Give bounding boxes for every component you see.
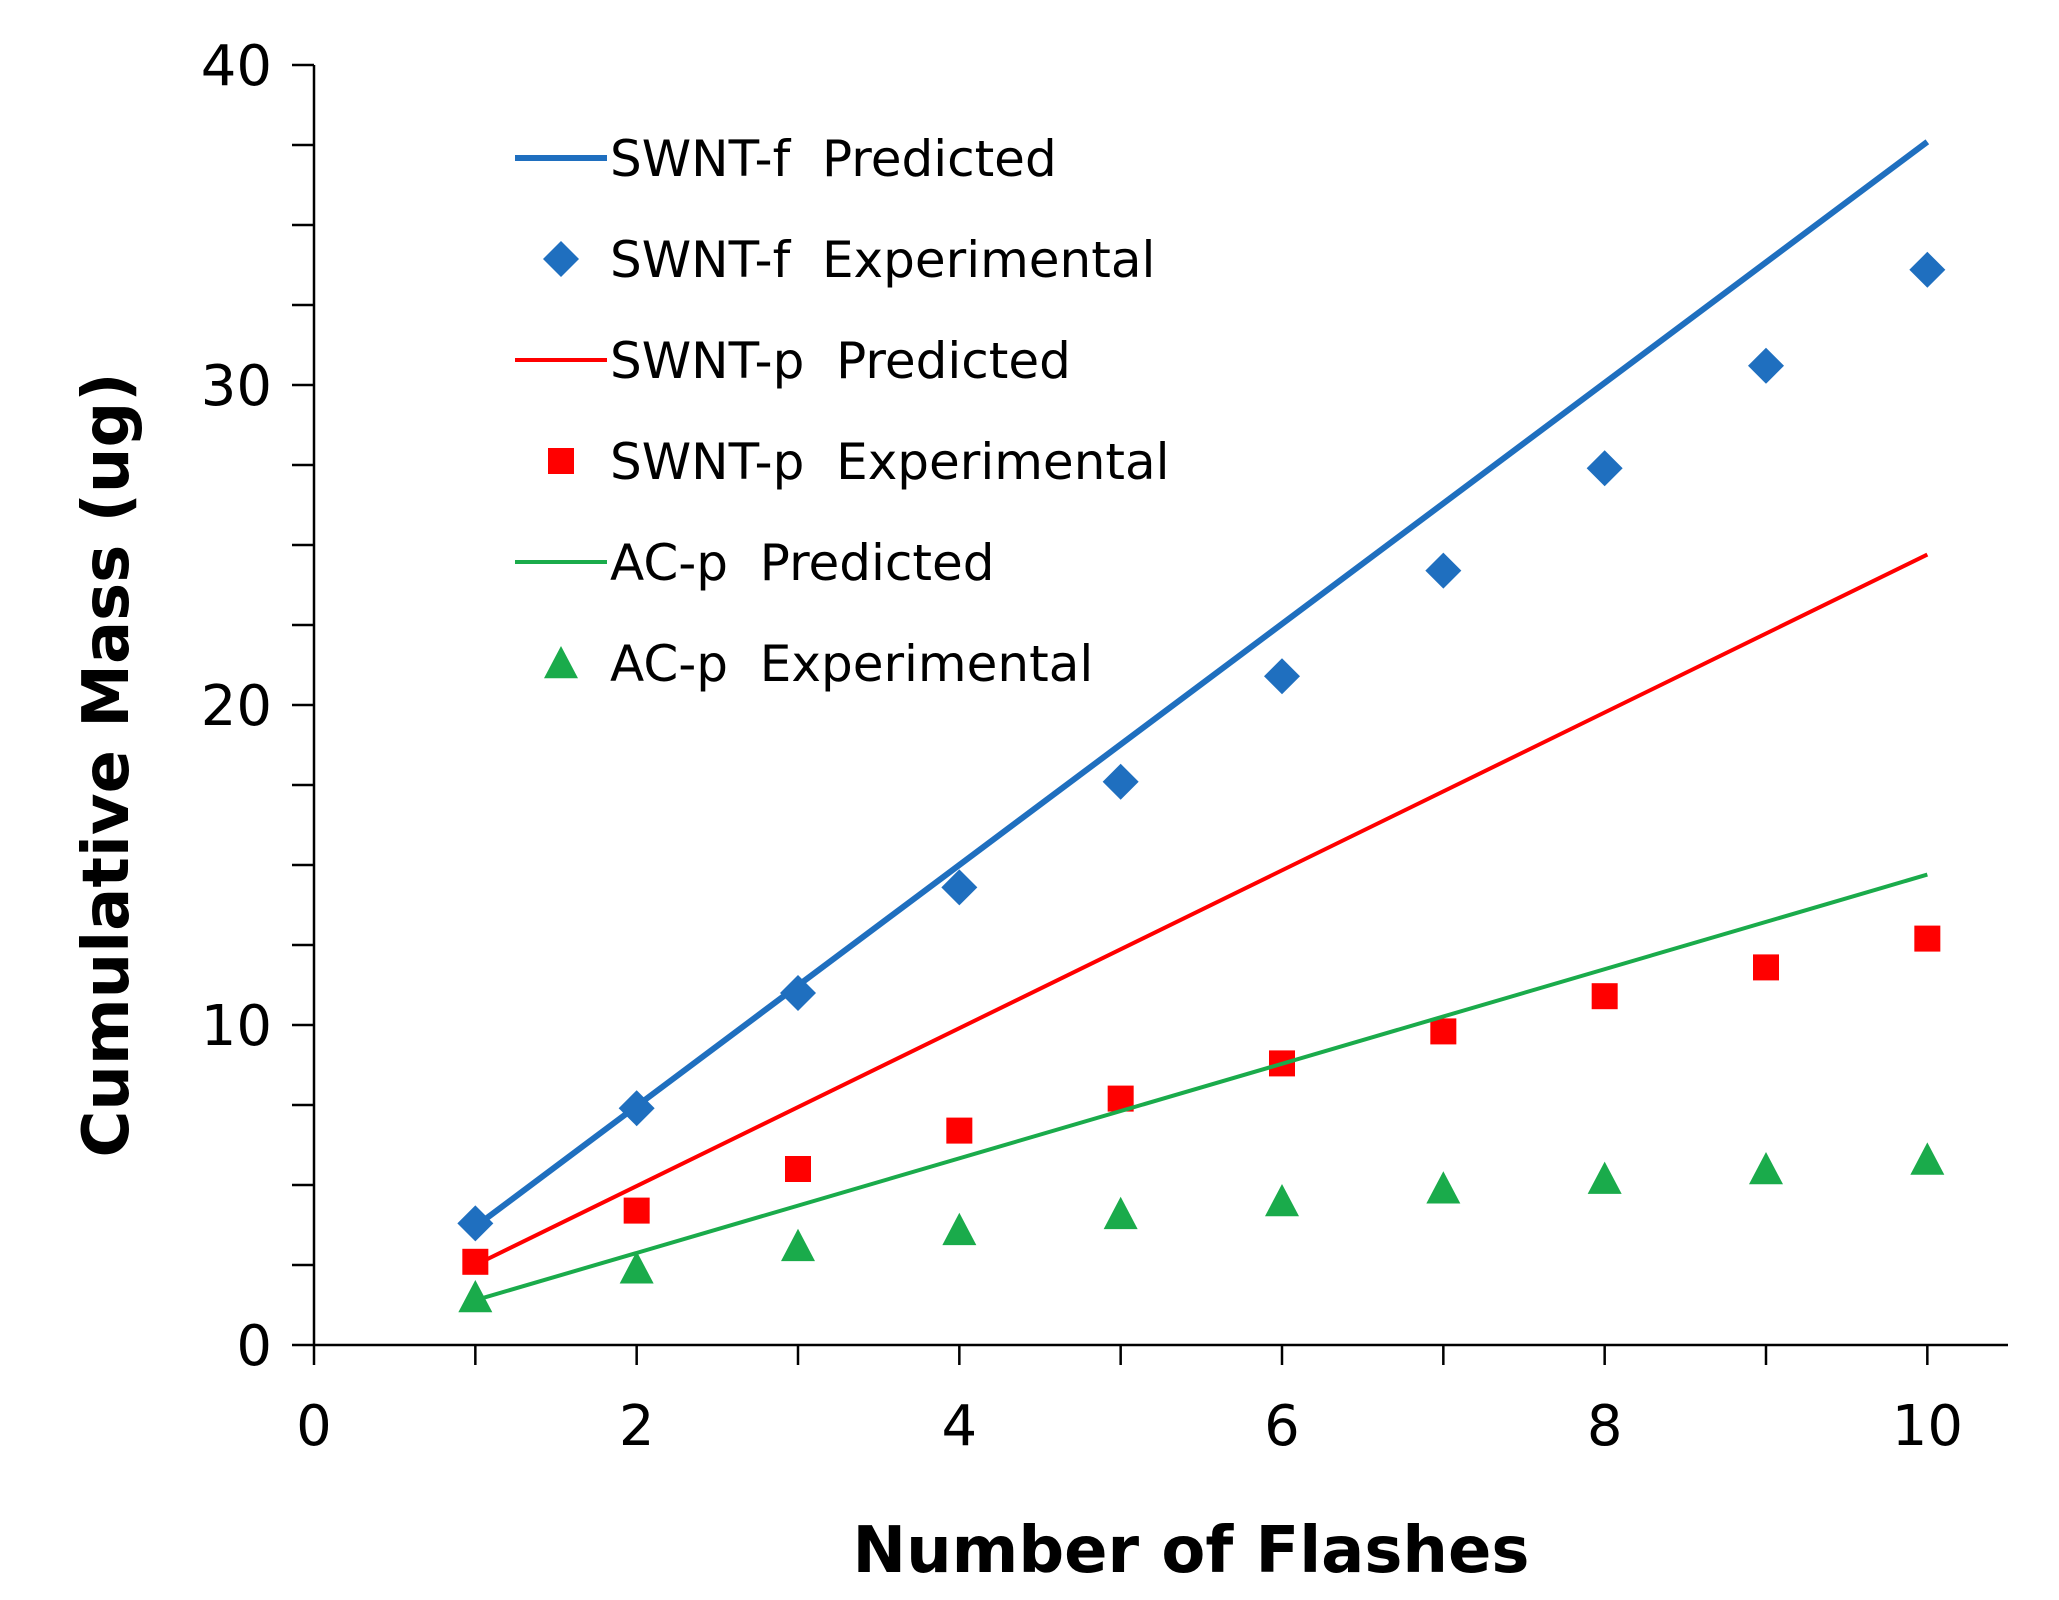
legend-label: SWNT-p Predicted (610, 332, 1071, 390)
diamond-point (457, 1205, 494, 1242)
triangle-point (1426, 1171, 1461, 1204)
series-line (474, 552, 1929, 1267)
legend-swatch (548, 448, 574, 474)
square-point (946, 1117, 973, 1144)
y-tick-label: 10 (201, 994, 272, 1059)
triangle-point (1910, 1142, 1945, 1175)
x-tick-label: 0 (296, 1394, 332, 1459)
diamond-point (780, 975, 816, 1011)
series-layer (457, 139, 1946, 1313)
triangle-point (1587, 1161, 1622, 1194)
x-tick-label: 8 (1587, 1394, 1623, 1459)
legend-swatch (543, 241, 579, 277)
diamond-point (1909, 251, 1946, 288)
triangle-point (1265, 1184, 1299, 1217)
square-point (1914, 925, 1941, 952)
square-point (623, 1197, 650, 1224)
x-tick-label: 4 (942, 1394, 978, 1459)
triangle-point (1749, 1152, 1783, 1185)
legend-swatch (544, 646, 578, 679)
diamond-point (1425, 552, 1462, 589)
y-axis-title: Cumulative Mass (ug) (70, 372, 144, 1157)
series-line (473, 139, 1930, 1230)
x-tick-label: 6 (1264, 1394, 1300, 1459)
triangle-point (1103, 1196, 1138, 1230)
diamond-point (1748, 347, 1784, 384)
x-tick-label: 2 (619, 1394, 655, 1459)
y-tick-label: 40 (201, 34, 272, 99)
x-tick-label: 10 (1892, 1394, 1963, 1459)
triangle-point (458, 1280, 493, 1313)
triangle-point (942, 1212, 977, 1246)
series-1 (457, 251, 1946, 1242)
y-tick-label: 20 (201, 674, 272, 739)
triangle-point (619, 1251, 654, 1284)
legend: SWNT-f Predicted SWNT-f Experimental SWNT-… (515, 130, 1170, 693)
y-tick-label: 0 (236, 1314, 272, 1379)
series-line (474, 872, 1928, 1303)
series-0 (473, 139, 1930, 1230)
square-point (462, 1248, 489, 1275)
square-point (1753, 954, 1779, 981)
series-5 (458, 1142, 1945, 1313)
legend-item: SWNT-p Experimental (548, 433, 1170, 491)
legend-item: SWNT-f Experimental (543, 231, 1155, 289)
diamond-point (1586, 450, 1623, 487)
legend-label: SWNT-p Experimental (610, 433, 1170, 491)
axes: 0 10 20 30 40 0 2 4 6 8 10 (201, 34, 2008, 1459)
y-tick-label: 30 (201, 354, 272, 419)
legend-label: SWNT-f Experimental (610, 231, 1155, 289)
legend-item: AC-p Predicted (515, 534, 995, 592)
diamond-point (1102, 763, 1139, 800)
legend-item: AC-p Experimental (544, 635, 1093, 693)
series-3 (462, 925, 1941, 1275)
series-4 (474, 872, 1928, 1303)
series-2 (474, 552, 1929, 1267)
legend-label: AC-p Experimental (610, 635, 1093, 693)
legend-item: SWNT-p Predicted (515, 332, 1071, 390)
triangle-point (781, 1228, 815, 1262)
square-point (1430, 1018, 1457, 1045)
legend-label: SWNT-f Predicted (610, 130, 1057, 188)
legend-item: SWNT-f Predicted (515, 130, 1057, 188)
diamond-point (1264, 658, 1300, 695)
diamond-point (941, 869, 978, 906)
square-point (1591, 983, 1618, 1010)
diamond-point (618, 1090, 655, 1127)
square-point (785, 1156, 811, 1182)
legend-label: AC-p Predicted (610, 534, 995, 592)
x-axis-title: Number of Flashes (853, 1514, 1530, 1588)
